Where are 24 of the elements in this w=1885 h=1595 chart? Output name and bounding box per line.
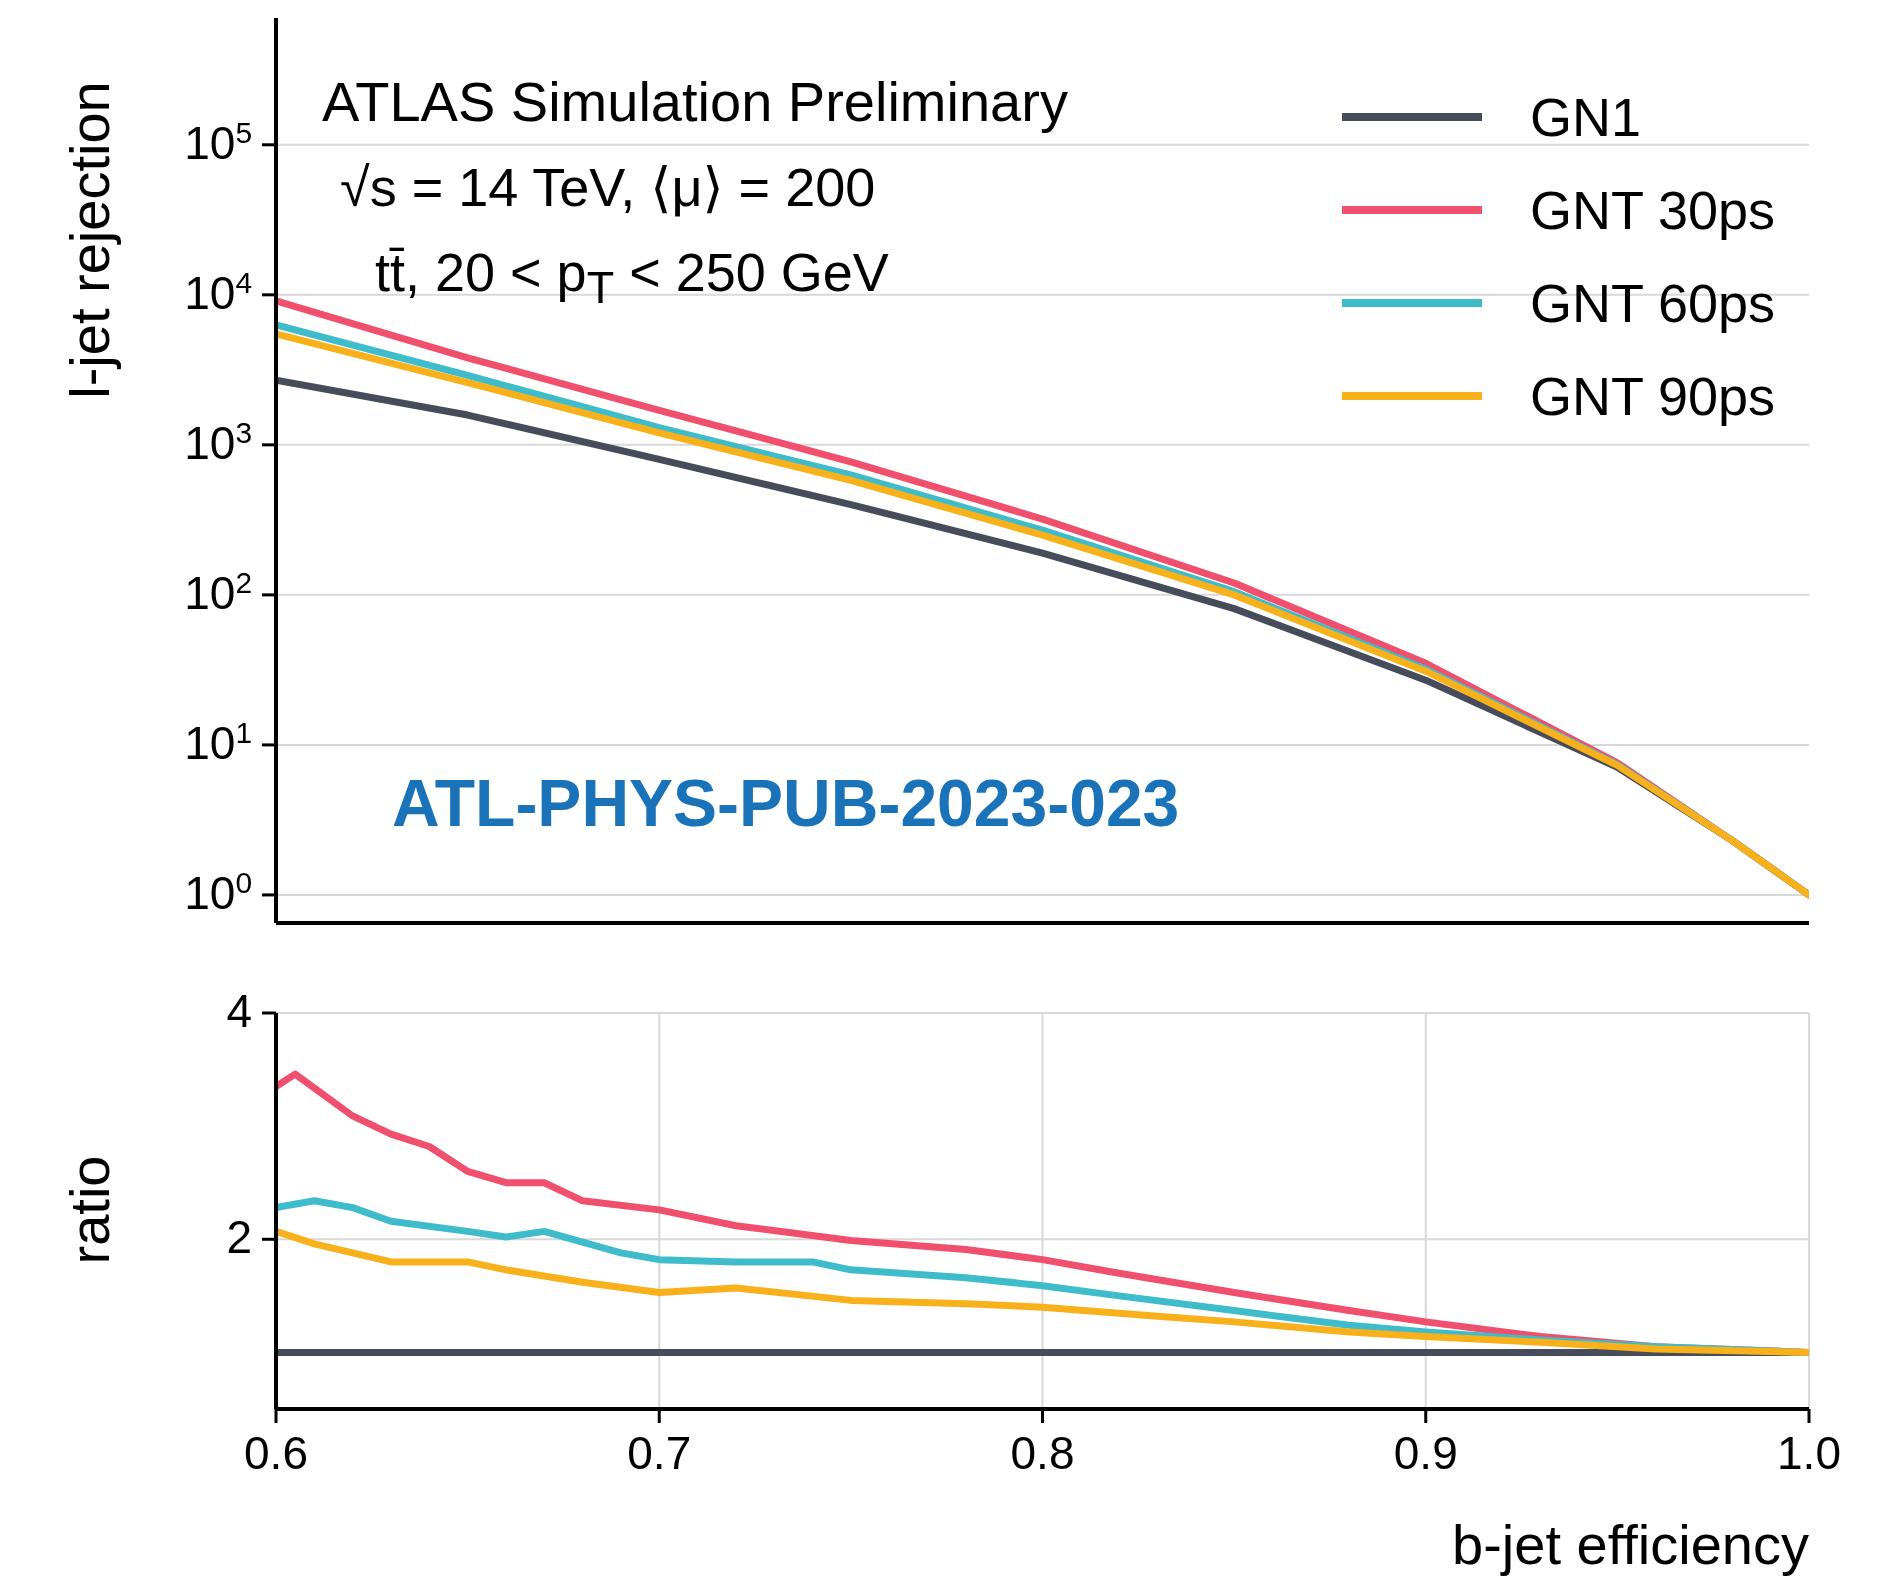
y-tick-label: 2 [226,1211,252,1264]
x-tick-label: 0.7 [627,1427,692,1479]
y-tick-label: 4 [226,985,252,1037]
x-tick-label: 0.9 [1393,1427,1458,1479]
annotation: ATLAS Simulation Preliminary [322,70,1068,133]
legend-label: GNT 30ps [1529,178,1775,241]
y-tick-label: 10$^{5}$ [184,115,252,169]
y-tick-label: 10$^{4}$ [184,265,252,319]
y-tick-label: 10$^{0}$ [184,865,252,919]
y-axis-title: l-jet rejection [58,81,121,399]
annotation: √s = 14 TeV, ⟨μ⟩ = 200 [340,157,876,217]
x-tick-label: 1.0 [1777,1427,1841,1479]
x-tick-label: 0.6 [244,1427,308,1479]
y-tick-label: 10$^{3}$ [184,415,252,469]
legend-label: GN1 [1529,85,1641,148]
y-tick-label: 10$^{1}$ [184,715,252,769]
x-tick-label: 0.8 [1010,1427,1075,1479]
y-axis-title: ratio [58,1155,121,1265]
legend-label: GNT 90ps [1529,364,1775,427]
x-axis-title: b-jet efficiency [1452,1513,1809,1576]
y-tick-label: 10$^{2}$ [184,565,252,619]
annotation: ATL-PHYS-PUB-2023-023 [392,766,1180,840]
legend-label: GNT 60ps [1529,271,1775,334]
annotation: tt̄, 20 < p$_{T}$ < 250 GeV [375,242,889,313]
